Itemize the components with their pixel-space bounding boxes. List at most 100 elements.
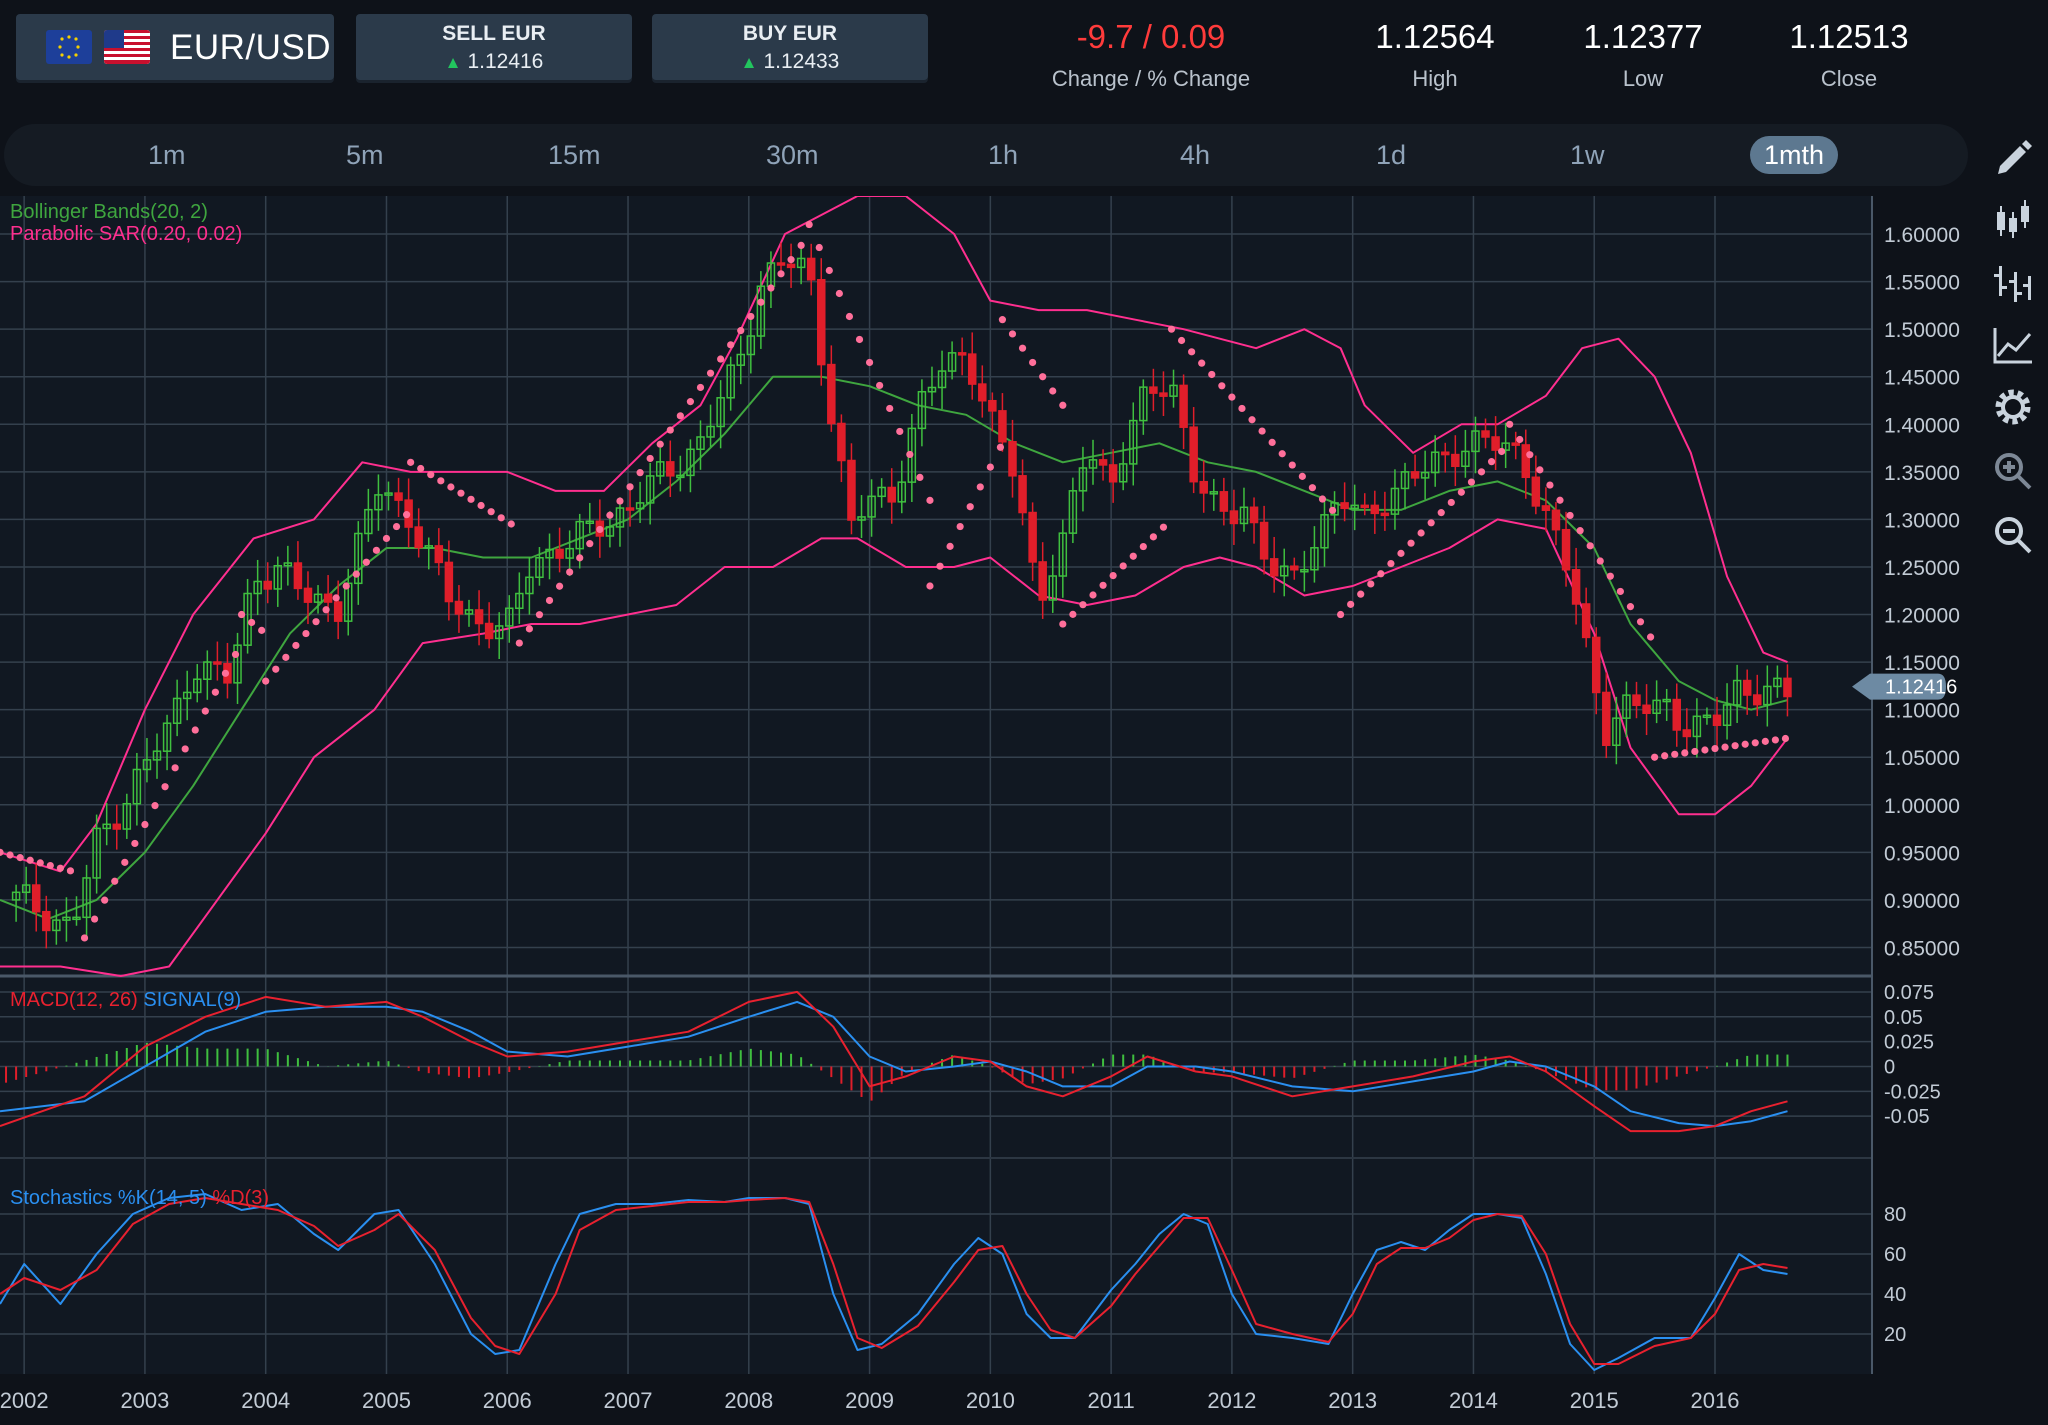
gear-icon[interactable] [1990,384,2036,430]
candle-body [1672,698,1681,731]
sar-dot [1059,401,1067,409]
stoch-k-line [0,1193,1788,1371]
sar-dot [36,859,44,867]
candle-body [1652,699,1661,715]
timeframe-1m[interactable]: 1m [148,140,186,170]
candle-body [998,410,1007,443]
timeframe-4h[interactable]: 4h [1180,140,1211,170]
sar-dot [916,473,924,482]
candle-body [182,691,192,700]
sar-dot [1576,527,1584,535]
candle-body [21,884,31,894]
sar-dot [855,335,864,344]
sar-dot [1636,618,1645,626]
candle-body [152,750,162,761]
zoom-in-icon[interactable] [1990,448,2036,494]
candle-body [92,827,101,879]
sar-dot [535,611,544,619]
timeframe-5m[interactable]: 5m [346,140,384,170]
sar-dot [545,596,554,605]
timeframe-1h[interactable]: 1h [988,140,1019,170]
sar-dot [1711,744,1719,753]
sar-dot [231,650,240,659]
sell-button[interactable]: SELL EUR ▲ 1.12416 [356,14,632,80]
macd-axis-label: 0.075 [1884,982,1934,1004]
sar-dot [447,483,455,491]
sar-dot [1616,587,1624,596]
sar-dot [1278,450,1286,458]
pair-selector[interactable]: EUR/USD [16,14,334,80]
sar-dot [1477,468,1486,476]
sar-dot [1781,734,1790,743]
chart-area[interactable]: Bollinger Bands(20, 2)Parabolic SAR(0.20… [0,196,1976,1425]
sar-dot [1427,519,1435,527]
sar-dot [666,426,674,434]
macd-axis-label: 0 [1884,1056,1895,1078]
sar-dot [1268,438,1276,447]
macd-axis-label: -0.05 [1884,1106,1930,1128]
candle-body [676,474,685,479]
tool-sidebar [1976,124,2048,1425]
legend-macd: MACD(12, 26) SIGNAL(9) [10,989,241,1011]
candle-body [303,587,313,603]
sar-dot [507,520,515,528]
candle-body [384,492,393,496]
sar-dot [1099,581,1107,589]
bar-chart-icon[interactable] [1990,260,2036,306]
sar-dot [727,341,735,349]
candle-body [494,625,504,640]
timeframe-15m[interactable]: 15m [548,140,601,170]
sar-dot [1407,539,1415,547]
candle-body [1279,565,1289,577]
timeframe-30m[interactable]: 30m [766,140,819,170]
candle-body [1561,528,1571,571]
sar-dot [1721,743,1729,751]
sar-dot [1651,753,1659,761]
sar-dot [427,471,435,479]
candle-body [776,262,786,266]
sar-dot [201,707,209,715]
candle-body [1269,558,1279,577]
candle-body [545,548,554,559]
pencil-icon[interactable] [1990,136,2036,182]
price-axis-label: 1.25000 [1884,557,1960,580]
line-chart-icon[interactable] [1990,322,2036,368]
sar-dot [1771,736,1779,744]
sar-dot [322,606,330,614]
timeframe-1d[interactable]: 1d [1376,140,1407,170]
sar-dot [1457,488,1465,496]
legend-sar: Parabolic SAR(0.20, 0.02) [10,223,242,245]
candle-body [1400,471,1410,490]
candle-body [102,823,111,830]
candle-body [1189,426,1198,483]
sar-dot [1586,542,1594,550]
stoch-axis-label: 60 [1884,1244,1906,1266]
legend-stochastics: Stochastics %K(14, 5) %D(3) [10,1187,269,1209]
candle-body [585,520,595,525]
sar-dot [487,508,495,516]
us-flag-icon [104,30,150,64]
candle-body [484,622,494,640]
sar-dot [1556,496,1564,504]
candle-body [203,661,212,680]
sar-dot [1129,552,1137,560]
candle-body [1471,430,1480,453]
candlestick-icon[interactable] [1990,198,2036,244]
timeframe-1w[interactable]: 1w [1570,140,1605,170]
candle-body [1531,476,1541,507]
zoom-out-icon[interactable] [1990,512,2036,558]
sar-dot [797,241,805,250]
candle-body [72,916,81,921]
candle-body [112,823,121,830]
timeframe-1mth[interactable]: 1mth [1750,136,1839,174]
sar-dot [1566,511,1574,520]
candle-body [847,459,856,521]
candle-body [1501,442,1510,451]
sar-dot [1008,330,1017,338]
stoch-axis-label: 80 [1884,1204,1906,1226]
candle-body [756,285,766,337]
buy-button[interactable]: BUY EUR ▲ 1.12433 [652,14,928,80]
sar-dot [171,764,179,772]
sar-dot [656,440,664,448]
sar-dot [606,511,614,519]
